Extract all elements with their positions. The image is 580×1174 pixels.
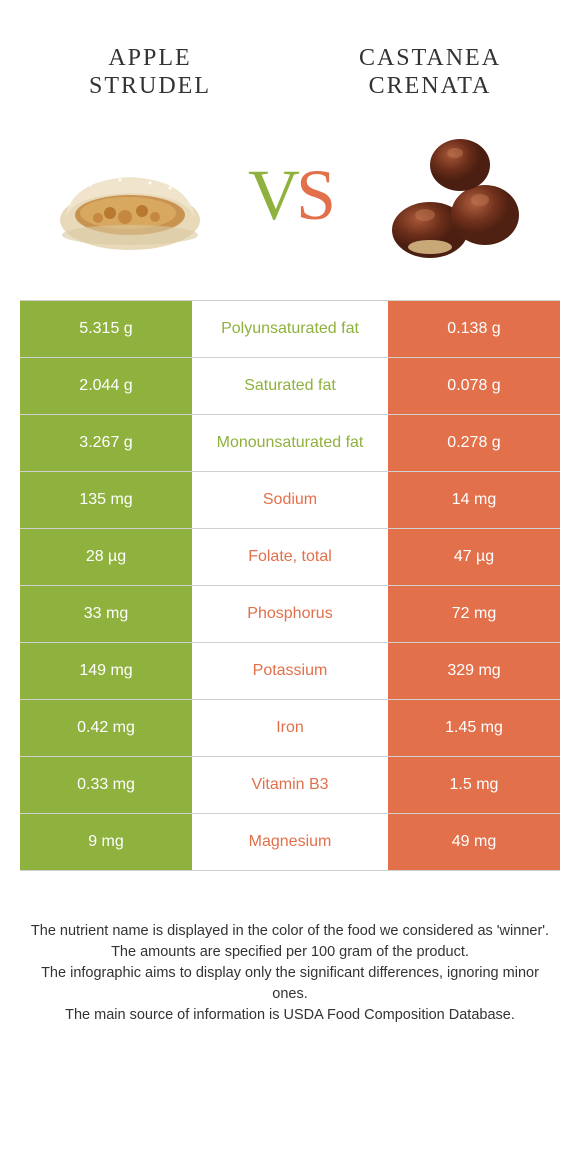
left-value: 28 µg (20, 529, 192, 585)
footnote-line: The main source of information is USDA F… (30, 1005, 550, 1026)
left-value: 5.315 g (20, 301, 192, 357)
table-row: 0.33 mgVitamin B31.5 mg (20, 757, 560, 814)
nutrient-label: Sodium (192, 472, 388, 528)
table-row: 3.267 gMonounsaturated fat0.278 g (20, 415, 560, 472)
right-value: 14 mg (388, 472, 560, 528)
right-value: 49 mg (388, 814, 560, 870)
table-row: 149 mgPotassium329 mg (20, 643, 560, 700)
table-row: 9 mgMagnesium49 mg (20, 814, 560, 871)
right-value: 47 µg (388, 529, 560, 585)
table-row: 33 mgPhosphorus72 mg (20, 586, 560, 643)
nutrient-label: Monounsaturated fat (192, 415, 388, 471)
nutrient-label: Vitamin B3 (192, 757, 388, 813)
right-value: 1.45 mg (388, 700, 560, 756)
vs-s: S (296, 155, 332, 235)
right-value: 329 mg (388, 643, 560, 699)
footnotes: The nutrient name is displayed in the co… (0, 871, 580, 1026)
apple-strudel-image (50, 125, 210, 265)
right-value: 1.5 mg (388, 757, 560, 813)
header: Apple Strudel Castanea crenata (0, 0, 580, 100)
right-food-title: Castanea crenata (330, 45, 530, 100)
nutrient-label: Polyunsaturated fat (192, 301, 388, 357)
vs-label: VS (248, 154, 332, 237)
right-value: 72 mg (388, 586, 560, 642)
nutrient-label: Saturated fat (192, 358, 388, 414)
nutrient-label: Phosphorus (192, 586, 388, 642)
images-row: VS (0, 100, 580, 300)
left-value: 0.33 mg (20, 757, 192, 813)
left-value: 33 mg (20, 586, 192, 642)
table-row: 28 µgFolate, total47 µg (20, 529, 560, 586)
left-value: 135 mg (20, 472, 192, 528)
table-row: 5.315 gPolyunsaturated fat0.138 g (20, 301, 560, 358)
vs-v: V (248, 155, 296, 235)
left-value: 149 mg (20, 643, 192, 699)
nutrient-label: Folate, total (192, 529, 388, 585)
right-value: 0.138 g (388, 301, 560, 357)
right-value: 0.078 g (388, 358, 560, 414)
footnote-line: The amounts are specified per 100 gram o… (30, 942, 550, 963)
footnote-line: The nutrient name is displayed in the co… (30, 921, 550, 942)
nutrient-label: Iron (192, 700, 388, 756)
nutrient-label: Magnesium (192, 814, 388, 870)
left-food-title: Apple Strudel (50, 45, 250, 100)
footnote-line: The infographic aims to display only the… (30, 963, 550, 1005)
nutrition-table: 5.315 gPolyunsaturated fat0.138 g2.044 g… (20, 300, 560, 871)
left-value: 2.044 g (20, 358, 192, 414)
left-value: 3.267 g (20, 415, 192, 471)
left-value: 0.42 mg (20, 700, 192, 756)
table-row: 2.044 gSaturated fat0.078 g (20, 358, 560, 415)
table-row: 135 mgSodium14 mg (20, 472, 560, 529)
nutrient-label: Potassium (192, 643, 388, 699)
table-row: 0.42 mgIron1.45 mg (20, 700, 560, 757)
left-value: 9 mg (20, 814, 192, 870)
right-value: 0.278 g (388, 415, 560, 471)
chestnut-image (370, 125, 530, 265)
